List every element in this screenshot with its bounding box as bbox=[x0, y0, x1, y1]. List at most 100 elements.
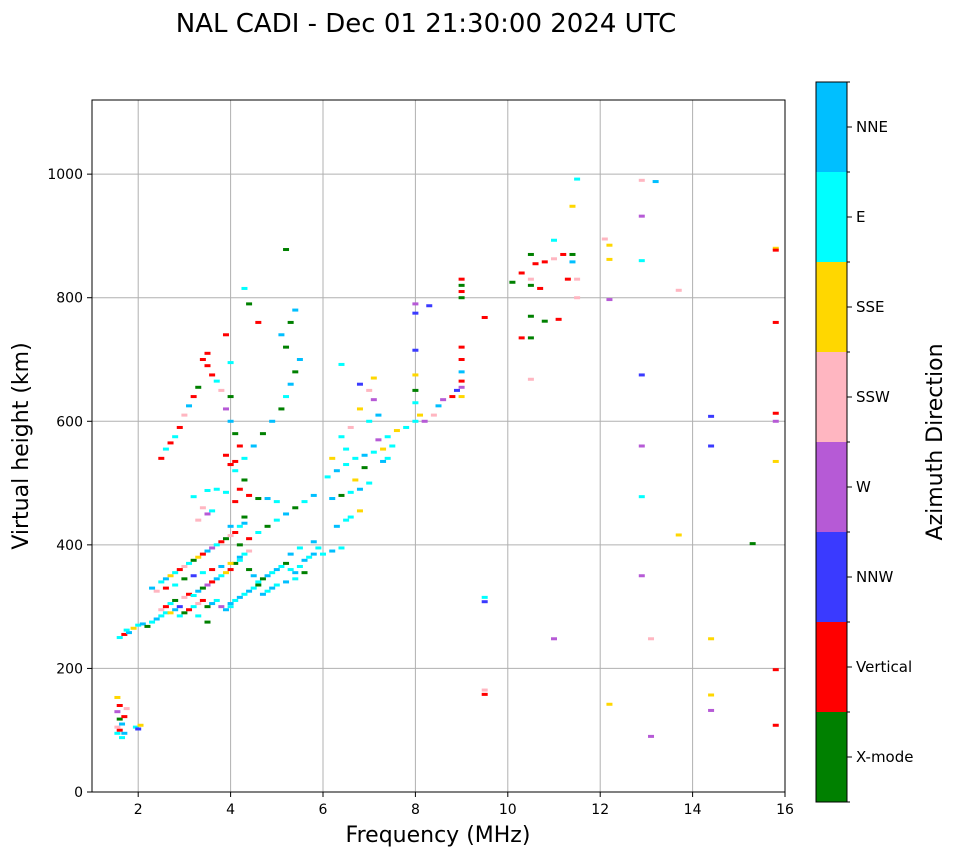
y-tick-label: 200 bbox=[56, 661, 83, 677]
data-point bbox=[172, 571, 179, 575]
data-point bbox=[241, 552, 248, 556]
data-point bbox=[135, 727, 142, 731]
data-point bbox=[259, 577, 266, 581]
data-point bbox=[222, 407, 229, 411]
x-axis-label: Frequency (MHz) bbox=[346, 823, 531, 848]
data-point bbox=[343, 463, 350, 467]
data-point bbox=[361, 453, 368, 457]
data-point bbox=[218, 605, 225, 609]
data-point bbox=[283, 512, 290, 516]
data-point bbox=[366, 388, 373, 392]
data-point bbox=[366, 481, 373, 485]
data-point bbox=[269, 419, 276, 423]
data-point bbox=[296, 546, 303, 550]
data-point bbox=[361, 466, 368, 470]
data-point bbox=[772, 668, 779, 672]
data-point bbox=[772, 246, 779, 250]
data-point bbox=[190, 558, 197, 562]
data-point bbox=[569, 204, 576, 208]
data-point bbox=[227, 395, 234, 399]
data-point bbox=[264, 574, 271, 578]
colorbar-swatch bbox=[816, 82, 847, 172]
data-point bbox=[708, 693, 715, 697]
data-point bbox=[458, 379, 465, 383]
data-point bbox=[195, 385, 202, 389]
data-point bbox=[135, 623, 142, 627]
data-point bbox=[675, 288, 682, 292]
data-point bbox=[123, 707, 130, 711]
colorbar-swatch bbox=[816, 442, 847, 532]
data-point bbox=[186, 561, 193, 565]
data-point bbox=[772, 459, 779, 463]
data-point bbox=[158, 580, 165, 584]
data-point bbox=[232, 598, 239, 602]
data-point bbox=[509, 280, 516, 284]
data-point bbox=[458, 395, 465, 399]
chart-title: NAL CADI - Dec 01 21:30:00 2024 UTC bbox=[176, 9, 676, 39]
data-point bbox=[366, 419, 373, 423]
colorbar-frame bbox=[815, 81, 848, 803]
data-point bbox=[213, 487, 220, 491]
data-point bbox=[551, 637, 557, 641]
data-point bbox=[338, 362, 345, 366]
data-point bbox=[167, 574, 174, 578]
data-point bbox=[269, 571, 276, 575]
data-point bbox=[292, 571, 299, 575]
data-point bbox=[333, 469, 340, 473]
data-point bbox=[412, 373, 419, 377]
data-point bbox=[333, 524, 340, 528]
x-tick-label: 10 bbox=[499, 802, 517, 818]
data-point bbox=[296, 358, 303, 361]
data-point bbox=[638, 178, 645, 182]
data-point bbox=[246, 568, 253, 572]
data-point bbox=[283, 345, 290, 349]
data-point bbox=[227, 605, 234, 609]
data-point bbox=[236, 555, 243, 559]
data-point bbox=[412, 401, 419, 405]
colorbar-tick-label: NNW bbox=[856, 568, 893, 586]
data-point bbox=[209, 373, 216, 377]
data-point bbox=[250, 586, 257, 590]
x-tick-label: 2 bbox=[134, 802, 143, 818]
data-point bbox=[232, 469, 239, 473]
data-point bbox=[606, 243, 613, 247]
data-point bbox=[241, 515, 248, 519]
data-point bbox=[675, 533, 682, 537]
data-point bbox=[116, 636, 123, 640]
colorbar-tick-label: Vertical bbox=[856, 658, 912, 676]
data-point bbox=[236, 487, 243, 491]
data-point bbox=[116, 704, 123, 707]
data-point bbox=[375, 438, 382, 442]
data-point bbox=[458, 385, 465, 389]
data-point bbox=[370, 376, 377, 380]
data-point bbox=[292, 506, 299, 510]
data-point bbox=[190, 574, 197, 578]
data-point bbox=[574, 296, 581, 300]
data-point bbox=[130, 626, 137, 630]
data-point bbox=[162, 447, 169, 451]
data-point bbox=[481, 600, 488, 604]
colorbar-tick-label: NNE bbox=[856, 118, 888, 136]
data-point bbox=[338, 493, 345, 497]
colorbar-label: Azimuth Direction bbox=[923, 343, 948, 540]
data-point bbox=[481, 595, 488, 599]
data-point bbox=[255, 583, 262, 587]
data-point bbox=[708, 637, 715, 641]
data-point bbox=[236, 558, 243, 562]
data-point bbox=[139, 622, 146, 626]
data-point bbox=[708, 414, 715, 418]
data-point bbox=[569, 260, 576, 264]
data-point bbox=[209, 568, 216, 572]
data-point bbox=[310, 540, 317, 544]
data-point bbox=[204, 364, 211, 368]
data-point bbox=[241, 521, 248, 525]
data-point bbox=[114, 725, 121, 729]
data-point bbox=[204, 583, 211, 587]
data-point bbox=[149, 620, 156, 624]
data-point bbox=[527, 336, 534, 340]
data-point bbox=[227, 561, 234, 565]
data-point bbox=[287, 382, 294, 386]
data-point bbox=[301, 571, 308, 575]
data-point bbox=[167, 602, 174, 606]
data-point bbox=[412, 311, 419, 315]
